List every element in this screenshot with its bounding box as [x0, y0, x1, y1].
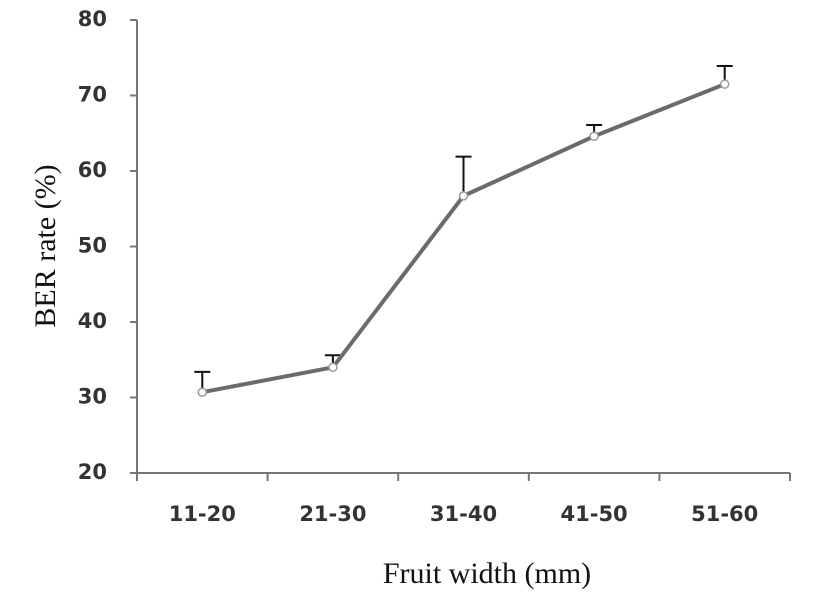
- y-tick-label: 40: [78, 309, 107, 333]
- y-tick-label: 50: [78, 234, 107, 258]
- data-point: [589, 131, 599, 142]
- data-point: [328, 362, 338, 373]
- x-axis-label: Fruit width (mm): [383, 557, 591, 590]
- y-tick-label: 20: [78, 460, 107, 484]
- data-point: [719, 79, 730, 89]
- y-tick-label: 60: [78, 158, 107, 182]
- y-axis-label: BER rate (%): [29, 164, 62, 327]
- series-line: [201, 82, 726, 395]
- y-tick-label: 70: [78, 83, 107, 107]
- data-point: [458, 191, 469, 201]
- data-point: [197, 387, 208, 397]
- y-tick-label: 80: [78, 7, 107, 31]
- x-tick-label: 51-60: [691, 502, 758, 526]
- x-tick-label: 21-30: [299, 502, 366, 526]
- x-tick-label: 31-40: [430, 502, 497, 526]
- y-tick-label: 30: [78, 385, 107, 409]
- x-tick-label: 41-50: [561, 502, 628, 526]
- x-tick-label: 11-20: [169, 502, 236, 526]
